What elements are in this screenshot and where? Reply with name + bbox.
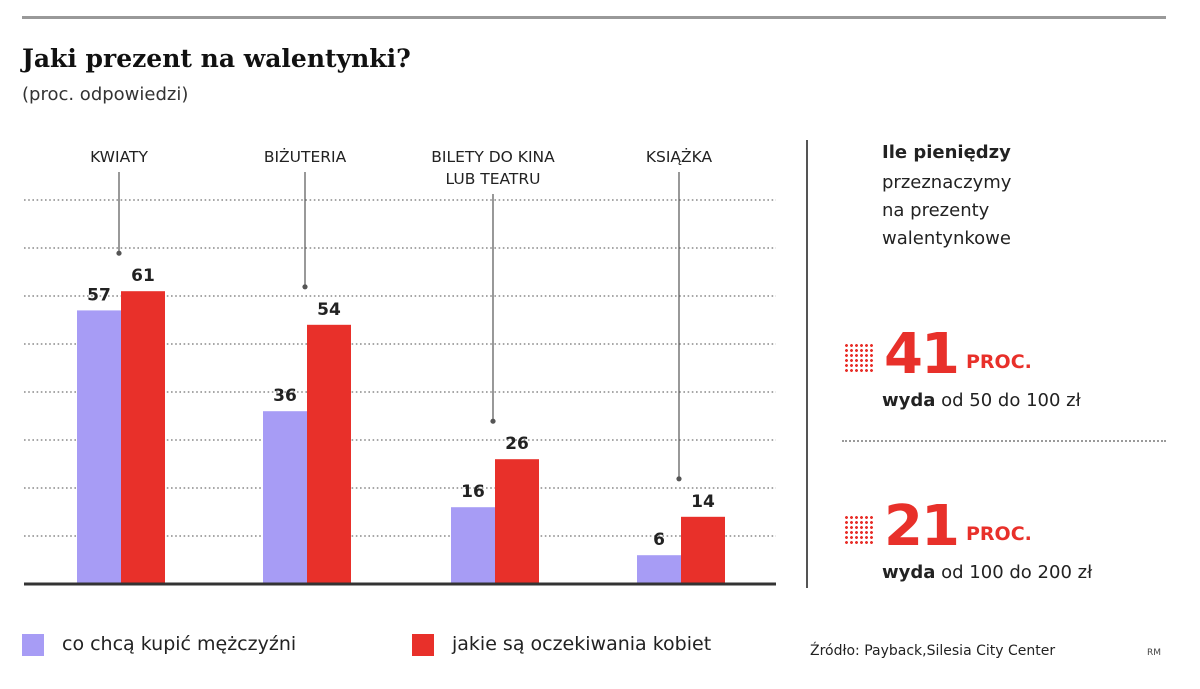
value-label-women: 14: [691, 492, 715, 512]
stat-41-description: wyda od 50 do 100 zł: [882, 390, 1081, 411]
top-rule: [22, 16, 1166, 19]
sidebar-heading: Ile pieniędzy: [882, 142, 1011, 163]
stat-range: od 50 do 100 zł: [941, 390, 1081, 411]
stat-21-description: wyda od 100 do 200 zł: [882, 562, 1092, 583]
value-label-men: 6: [653, 530, 665, 550]
bar-men: [263, 411, 307, 584]
leader-dot: [116, 250, 122, 256]
stat-verb: wyda: [882, 562, 936, 583]
source-note: Źródło: Payback,Silesia City Center: [810, 643, 1056, 659]
bar-men: [637, 555, 681, 584]
sidebar-line-1: przeznaczymy: [882, 172, 1012, 193]
legend-label-women: jakie są oczekiwania kobiet: [452, 633, 712, 655]
legend-label-men: co chcą kupić mężczyźni: [62, 633, 297, 655]
dot-grid-icon: [844, 343, 874, 373]
value-label-men: 16: [461, 482, 485, 502]
stat-value: 21: [884, 494, 960, 559]
vertical-divider: [806, 140, 808, 588]
stat-range: od 100 do 200 zł: [941, 562, 1093, 583]
bar-men: [451, 507, 495, 584]
stat-value: 41: [884, 322, 960, 387]
leader-dot: [490, 418, 496, 424]
category-label: LUB TEATRU: [445, 170, 540, 188]
value-label-women: 61: [131, 266, 155, 286]
author-initials: RM: [1147, 648, 1162, 658]
value-label-women: 54: [317, 300, 341, 320]
category-label: BIŻUTERIA: [264, 147, 347, 166]
stat-unit: PROC.: [966, 523, 1032, 545]
bar-women: [495, 459, 539, 584]
category-label: KWIATY: [90, 148, 148, 166]
value-label-women: 26: [505, 434, 529, 454]
value-label-men: 36: [273, 386, 297, 406]
leader-dot: [302, 284, 308, 290]
bar-women: [681, 516, 725, 584]
chart-subtitle: (proc. odpowiedzi): [22, 84, 189, 105]
chart-title: Jaki prezent na walentynki?: [22, 44, 411, 73]
legend-swatch-men: [22, 634, 44, 656]
sidebar-line-2: na prezenty: [882, 200, 990, 221]
value-label-men: 57: [87, 285, 111, 305]
sidebar-line-3: walentynkowe: [882, 228, 1011, 249]
bar-chart: 57 61 KWIATY 36 54 BIŻUTERIA 16 26 BILETY DO KIN…: [24, 147, 776, 586]
category-label: KSIĄŻKA: [646, 147, 713, 166]
stat-verb: wyda: [882, 390, 936, 411]
category-label: BILETY DO KINA: [431, 148, 555, 166]
bar-women: [121, 291, 165, 584]
dotted-separator: [842, 440, 1166, 442]
leader-dot: [676, 476, 682, 482]
dot-grid-icon: [844, 515, 874, 545]
legend-swatch-women: [412, 634, 434, 656]
bar-women: [307, 324, 351, 584]
stat-unit: PROC.: [966, 351, 1032, 373]
bar-men: [77, 310, 121, 584]
